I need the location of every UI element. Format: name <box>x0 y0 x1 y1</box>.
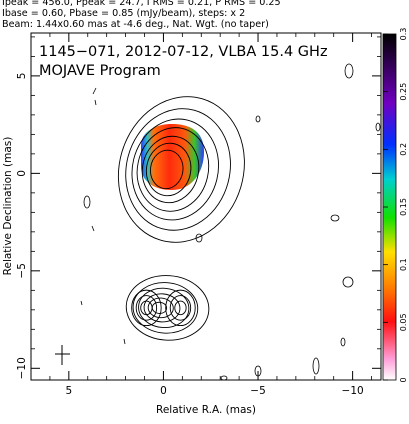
y-axis-tick-labels: 5 0 −5 −10 <box>16 73 28 380</box>
contour-line <box>131 118 219 221</box>
contour-line <box>149 149 184 190</box>
header-line-beam: Beam: 1.44x0.60 mas at -4.6 deg., Nat. W… <box>2 19 269 31</box>
contour-line <box>117 96 245 243</box>
colorbar-tick-label: 0.2 <box>399 143 408 156</box>
contour-line <box>165 289 196 327</box>
contour-line <box>174 300 187 316</box>
colorbar-tick-label: 0.15 <box>399 198 408 216</box>
plot-header: Ipeak = 456.0, Ppeak = 24.7, I RMS = 0.2… <box>2 0 402 31</box>
contour-line <box>169 295 192 321</box>
contour-line <box>143 293 181 323</box>
colorbar-tick-label: 0.25 <box>399 83 408 101</box>
x-tick-label: −5 <box>250 385 265 397</box>
polarized-intensity-region <box>141 124 204 190</box>
noise-contours <box>80 63 381 380</box>
x-tick-label: 0 <box>160 385 167 397</box>
contour-line <box>125 275 210 341</box>
contour-line <box>135 295 158 321</box>
y-tick-label: 0 <box>16 170 28 177</box>
x-tick-label: 5 <box>65 385 72 397</box>
contour-line <box>125 108 231 231</box>
colorbar-tick-label: 0 <box>399 377 408 382</box>
contour-line <box>147 297 174 319</box>
header-line-base: Ibase = 0.60, Pbase = 0.85 (mJy/beam), s… <box>2 8 246 20</box>
contour-line <box>145 142 192 197</box>
contour-line <box>141 135 200 204</box>
x-axis-tick-labels: 5 0 −5 −10 <box>65 385 363 397</box>
header-line-peak: Ipeak = 456.0, Ppeak = 24.7, I RMS = 0.2… <box>2 0 281 8</box>
y-tick-label: −5 <box>16 263 28 278</box>
x-axis-label: Relative R.A. (mas) <box>156 404 256 416</box>
x-tick-label: −10 <box>342 385 364 397</box>
x-axis-ticks <box>30 33 372 380</box>
restoring-beam-marker <box>55 345 70 365</box>
colorbar-tick-labels: 0 0.05 0.1 0.15 0.2 0.25 0.3 <box>399 28 408 383</box>
y-tick-label: 5 <box>16 73 28 80</box>
chart-subtitle: MOJAVE Program <box>39 63 161 79</box>
chart-title: 1145−071, 2012-07-12, VLBA 15.4 GHz <box>39 44 328 60</box>
contour-line <box>132 282 199 334</box>
contour-line <box>138 287 190 329</box>
contour-layer <box>117 96 245 341</box>
contour-line <box>136 127 210 212</box>
y-axis-label: Relative Declination (mas) <box>2 137 14 276</box>
y-axis-ticks <box>31 36 381 369</box>
plot-frame <box>30 32 382 381</box>
colorbar-ticks <box>383 33 388 381</box>
y-tick-label: −10 <box>16 357 28 379</box>
colorbar-tick-label: 0.05 <box>399 313 408 331</box>
colorbar-tick-label: 0.1 <box>399 258 408 271</box>
contour-line <box>140 300 153 316</box>
colorbar-tick-label: 0.3 <box>399 28 408 41</box>
contour-line <box>131 289 162 327</box>
